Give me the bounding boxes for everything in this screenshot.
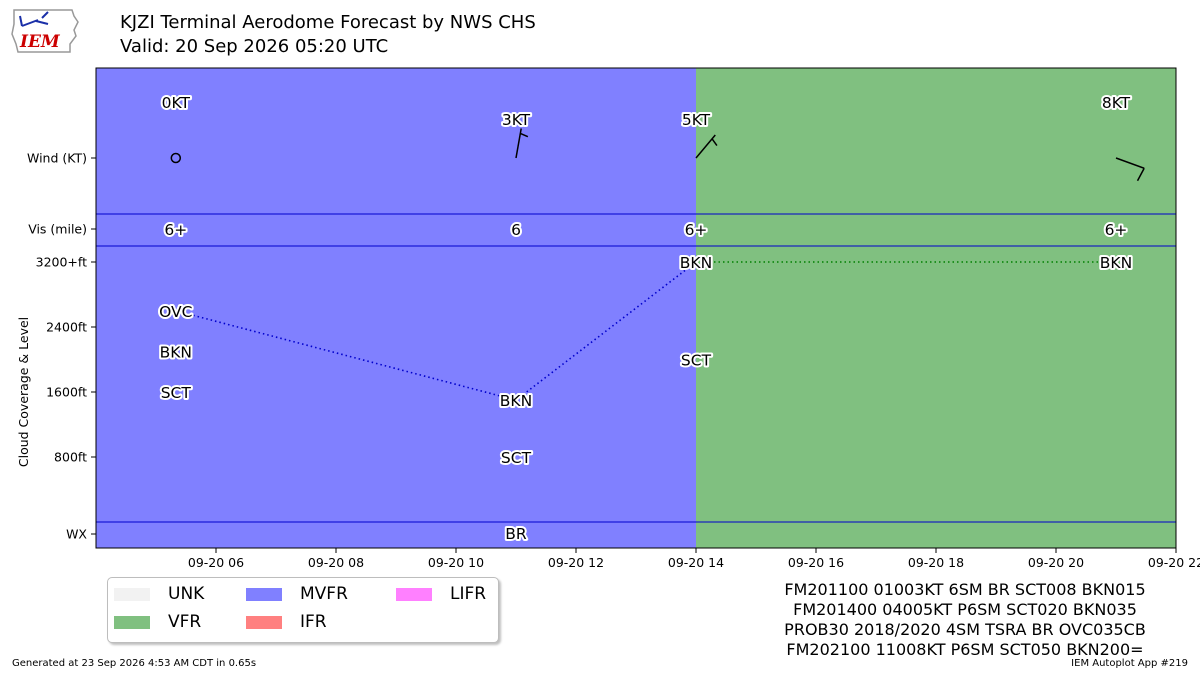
cloud-layer-label: BKN <box>1100 254 1132 272</box>
wind-barb-feather <box>1136 167 1145 182</box>
legend-item-mvfr: MVFR <box>246 584 348 604</box>
legend-label-vfr: VFR <box>168 612 202 632</box>
wind-speed-label: 5KT <box>682 111 711 129</box>
legend-swatch-vfr <box>114 615 150 629</box>
y-row-label-vis: Vis (mile) <box>28 222 87 237</box>
legend-swatch-unk <box>114 587 150 601</box>
y-row-label-wind: Wind (KT) <box>27 151 87 166</box>
legend-item-ifr: IFR <box>246 612 327 632</box>
y-tick-label: 800ft <box>54 450 87 465</box>
calm-wind-circle <box>170 152 182 164</box>
wind-barb-feather <box>711 138 718 146</box>
y-axis-label: Cloud Coverage & Level <box>16 317 31 467</box>
y-tick-label: 2400ft <box>46 320 87 335</box>
legend-item-unk: UNK <box>114 584 204 604</box>
plot-frame <box>95 67 1177 549</box>
x-tick-label: 09-20 10 <box>428 555 484 570</box>
iem-logo: IEM <box>11 9 79 53</box>
x-tick-label: 09-20 18 <box>908 555 964 570</box>
legend-item-vfr: VFR <box>114 612 201 632</box>
wind-barb-feather <box>520 132 529 138</box>
y-row-label-wx: WX <box>66 527 87 542</box>
legend-swatch-ifr <box>246 615 282 629</box>
cloud-layer-label: BKN <box>160 343 192 361</box>
ceiling-line-segment <box>515 261 697 401</box>
visibility-label: 6+ <box>164 221 187 239</box>
wind-barb-staff <box>695 134 716 159</box>
wind-speed-label: 3KT <box>502 111 531 129</box>
x-tick-label: 09-20 08 <box>308 555 364 570</box>
x-tick-label: 09-20 20 <box>1028 555 1084 570</box>
wind-barb-staff <box>1115 157 1145 169</box>
cloud-layer-label: OVC <box>159 303 192 321</box>
taf-line: FM202100 11008KT P6SM SCT050 BKN200= <box>786 640 1144 659</box>
wind-speed-label: 8KT <box>1102 94 1131 112</box>
legend-label-lifr: LIFR <box>450 584 487 604</box>
app-footer: IEM Autoplot App #219 <box>1071 658 1188 669</box>
legend-label-ifr: IFR <box>300 612 327 632</box>
cloud-layer-label: SCT <box>501 449 532 467</box>
taf-line: FM201400 04005KT P6SM SCT020 BKN035 <box>793 600 1137 619</box>
legend-item-lifr: LIFR <box>396 584 486 604</box>
y-tick-label: 1600ft <box>46 385 87 400</box>
chart-subtitle: Valid: 20 Sep 2026 05:20 UTC <box>120 36 389 57</box>
wind-barb-logo-icon <box>19 11 49 27</box>
iowa-outline-icon <box>11 9 79 53</box>
taf-line: FM201100 01003KT 6SM BR SCT008 BKN015 <box>784 580 1146 599</box>
x-tick-label: 09-20 06 <box>188 555 244 570</box>
x-tick-label: 09-20 22 <box>1148 555 1200 570</box>
legend-label-unk: UNK <box>168 584 205 604</box>
cloud-layer-label: SCT <box>161 384 192 402</box>
x-tick-label: 09-20 12 <box>548 555 604 570</box>
cloud-layer-label: SCT <box>681 352 712 370</box>
generated-footer: Generated at 23 Sep 2026 4:53 AM CDT in … <box>12 658 257 669</box>
logo-text: IEM <box>19 32 61 52</box>
y-tick-label: 3200+ft <box>36 255 87 270</box>
flight-category-legend: UNK VFR MVFR IFR LIFR <box>107 577 499 643</box>
taf-line: PROB30 2018/2020 4SM TSRA BR OVC035CB <box>784 620 1146 639</box>
ceiling-line-segment <box>175 309 517 401</box>
legend-label-mvfr: MVFR <box>300 584 348 604</box>
wind-speed-label: 0KT <box>162 94 191 112</box>
chart-title: KJZI Terminal Aerodome Forecast by NWS C… <box>120 12 536 33</box>
visibility-label: 6 <box>511 221 521 239</box>
legend-swatch-lifr <box>396 587 432 601</box>
x-tick-label: 09-20 16 <box>788 555 844 570</box>
category-span-vfr <box>696 68 1176 548</box>
weather-label: BR <box>505 525 527 543</box>
x-tick-label: 09-20 14 <box>668 555 724 570</box>
visibility-label: 6+ <box>1105 221 1128 239</box>
cloud-layer-label: BKN <box>500 392 532 410</box>
visibility-label: 6+ <box>685 221 708 239</box>
taf-text-block: FM201100 01003KT 6SM BR SCT008 BKN015 FM… <box>740 580 1190 660</box>
category-span-mvfr <box>96 68 696 548</box>
cloud-layer-label: BKN <box>680 254 712 272</box>
legend-swatch-mvfr <box>246 587 282 601</box>
